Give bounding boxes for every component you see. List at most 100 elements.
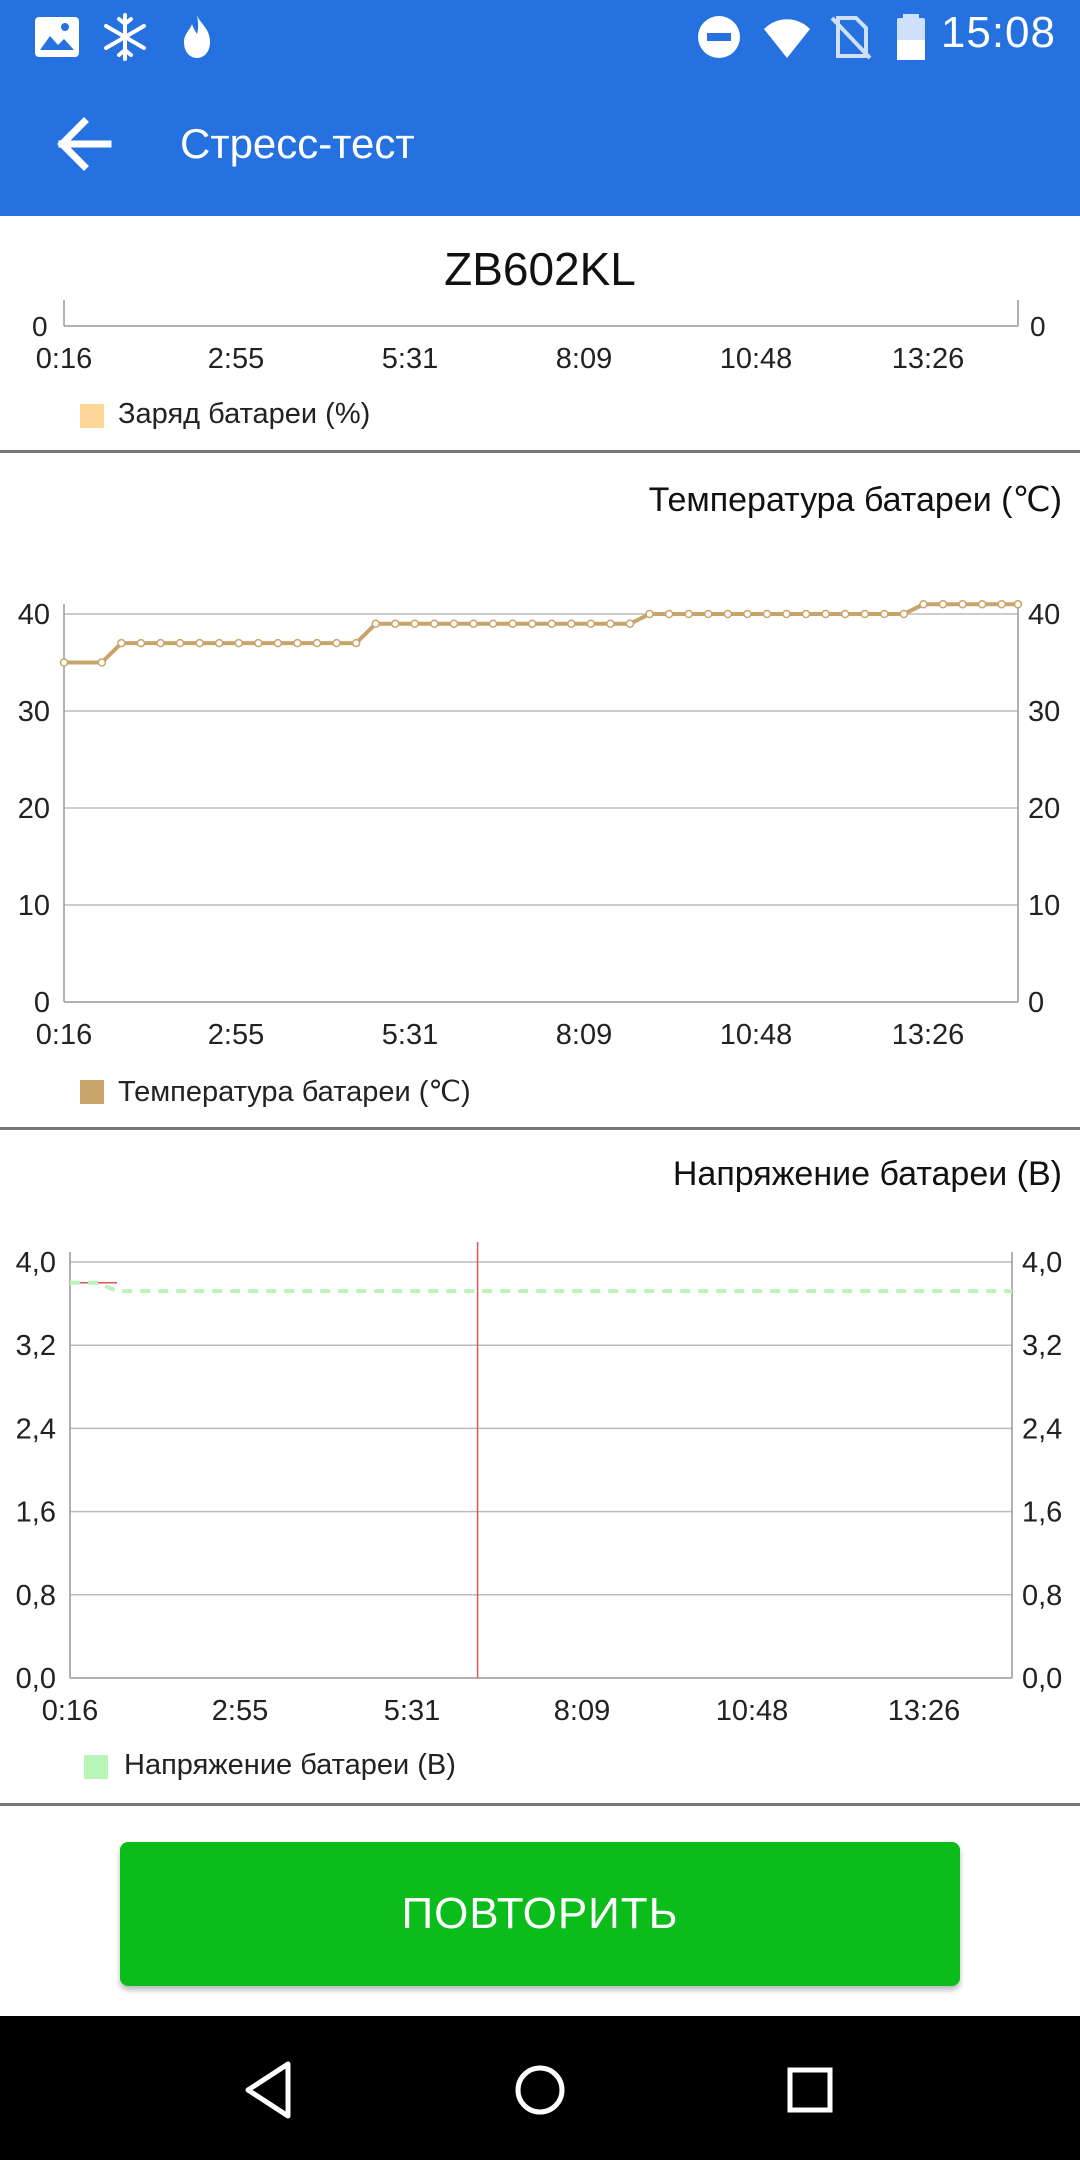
data-point — [508, 619, 517, 628]
y-tick-label-right: 0,8 — [1022, 1580, 1062, 1612]
y-tick-label-left: 3,2 — [16, 1330, 56, 1362]
battery-charge-chart: 0 00:16 2:55 5:31 8:09 10:48 13:26 — [32, 300, 1046, 375]
data-point — [567, 619, 576, 628]
data-point — [273, 638, 283, 648]
data-point — [214, 638, 224, 648]
x-tick-label: 5:31 — [384, 1695, 440, 1727]
data-point — [704, 609, 713, 619]
x-tick-label: 13:26 — [892, 343, 965, 375]
data-point — [371, 619, 380, 628]
data-point — [684, 609, 693, 619]
y-tick-label-left: 1,6 — [16, 1497, 56, 1529]
y-tick-label-left: 0,0 — [16, 1663, 56, 1695]
voltage-legend-swatch — [84, 1755, 108, 1779]
x-tick-label: 5:31 — [382, 1019, 438, 1051]
battery-temperature-chart: 0 0 10 10 20 20 30 30 40 40 0:16 2:55 5:31 8:09 10:48 1… — [18, 599, 1061, 1051]
recents-square-icon[interactable] — [778, 2058, 842, 2122]
x-tick-label: 8:09 — [556, 343, 612, 375]
y-tick-label-right: 2,4 — [1022, 1413, 1062, 1445]
temperature-legend-label: Температура батареи (℃) — [118, 1076, 471, 1108]
x-tick-label: 10:48 — [716, 1695, 789, 1727]
data-point — [860, 609, 870, 619]
data-point — [899, 609, 909, 619]
app-bar: Стресс-тест — [0, 74, 1080, 216]
section-divider — [0, 1803, 1080, 1806]
data-point — [586, 619, 596, 628]
x-tick-label: 2:55 — [212, 1695, 268, 1727]
back-arrow-icon[interactable] — [54, 114, 114, 174]
y-tick-label-left: 2,4 — [16, 1413, 56, 1445]
data-point — [430, 619, 439, 628]
data-point — [723, 609, 733, 619]
x-tick-label: 8:09 — [556, 1019, 612, 1051]
y-tick-label-right: 3,2 — [1022, 1330, 1062, 1362]
device-name: ZB602KL — [444, 243, 636, 295]
temperature-legend-swatch — [80, 1080, 104, 1104]
x-tick-label: 5:31 — [382, 343, 438, 375]
section-divider — [0, 1127, 1080, 1130]
image-icon — [35, 17, 79, 57]
flame-icon — [184, 15, 210, 58]
data-point — [332, 638, 341, 648]
data-point — [175, 638, 185, 648]
data-point — [59, 658, 69, 667]
data-point — [391, 619, 400, 628]
data-point — [840, 609, 850, 619]
y-tick-label-left: 4,0 — [16, 1247, 56, 1279]
do-not-disturb-icon — [698, 16, 740, 58]
data-point — [351, 638, 361, 648]
data-point — [997, 600, 1006, 609]
status-time: 15:08 — [940, 8, 1056, 57]
data-point — [488, 619, 498, 628]
data-point — [469, 619, 478, 628]
data-point — [821, 609, 830, 619]
y-tick-label-left: 20 — [18, 793, 50, 825]
wifi-icon — [764, 19, 810, 58]
x-tick-label: 0:16 — [36, 1019, 92, 1051]
data-point — [97, 658, 107, 667]
back-triangle-icon[interactable] — [238, 2058, 302, 2122]
data-point — [254, 638, 263, 648]
y-tick-label-right: 40 — [1028, 599, 1060, 631]
data-point — [625, 619, 635, 628]
y-tick-label-left: 40 — [18, 599, 50, 631]
battery-icon — [897, 14, 925, 60]
x-tick-label: 13:26 — [892, 1019, 965, 1051]
data-point — [645, 609, 654, 619]
data-point — [547, 619, 557, 628]
data-point — [195, 638, 204, 648]
data-point — [136, 638, 146, 648]
y-tick-label-right: 1,6 — [1022, 1497, 1062, 1529]
data-point — [606, 619, 615, 628]
y-tick-label-right: 10 — [1028, 890, 1060, 922]
x-tick-label: 2:55 — [208, 1019, 264, 1051]
repeat-button[interactable]: ПОВТОРИТЬ — [120, 1842, 960, 1986]
data-point — [449, 619, 459, 628]
y-tick-label-left: 0,8 — [16, 1580, 56, 1612]
y-tick-label-right: 0 — [1028, 987, 1044, 1019]
y-tick-label-right: 0,0 — [1022, 1663, 1062, 1695]
temperature-chart-title: Температура батареи (℃) — [648, 481, 1062, 519]
y-tick-label-right: 0 — [1030, 311, 1046, 342]
x-tick-label: 8:09 — [554, 1695, 610, 1727]
data-point — [801, 609, 811, 619]
data-point — [958, 600, 967, 609]
data-point — [527, 619, 537, 628]
data-point — [410, 619, 420, 628]
charge-legend-swatch — [80, 404, 104, 428]
data-point — [938, 600, 948, 609]
data-point — [919, 600, 928, 609]
y-tick-label-left: 10 — [18, 890, 50, 922]
series-line — [70, 1280, 1012, 1294]
x-tick-label: 10:48 — [720, 1019, 793, 1051]
data-point — [1013, 600, 1023, 609]
y-tick-label-right: 20 — [1028, 793, 1060, 825]
y-tick-label-left: 0 — [34, 987, 50, 1019]
snowflake-icon — [104, 13, 146, 61]
x-tick-label: 0:16 — [42, 1695, 98, 1727]
home-circle-icon[interactable] — [508, 2058, 572, 2122]
section-divider — [0, 450, 1080, 453]
data-point — [234, 638, 244, 648]
y-tick-label-right: 4,0 — [1022, 1247, 1062, 1279]
charge-legend-label: Заряд батареи (%) — [118, 398, 371, 430]
